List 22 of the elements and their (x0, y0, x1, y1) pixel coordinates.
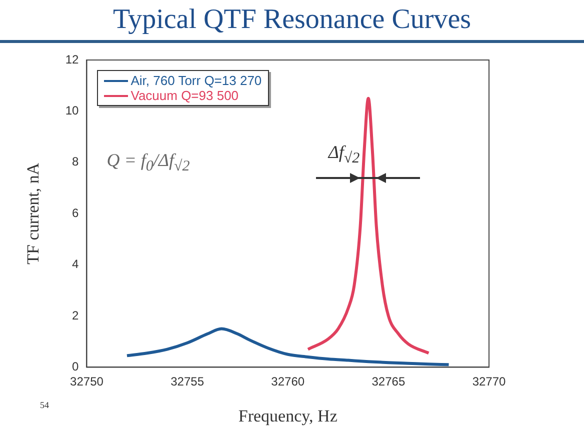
y-axis-title: TF current, nA (24, 162, 43, 264)
y-tick-label: 0 (72, 360, 80, 374)
x-tick-label: 32765 (372, 374, 406, 389)
y-tick-label: 2 (72, 308, 80, 322)
y-tick-label: 10 (65, 104, 80, 118)
x-tick-label: 32760 (271, 374, 305, 389)
y-tick-label: 4 (72, 257, 80, 272)
legend-label: Air, 760 Torr Q=13 270 (130, 73, 262, 88)
y-tick-label: 6 (72, 206, 80, 220)
annotation: Δf$_{√2}$ (328, 142, 360, 168)
x-tick-label: 32770 (472, 374, 506, 389)
line-series (125, 327, 450, 366)
x-tick-label: 32755 (170, 374, 204, 389)
annotation: Q = f$_{0}$/Δf$_{√2}$ (106, 150, 190, 176)
y-tick-label: 12 (65, 52, 80, 66)
line-series (306, 96, 430, 355)
text: 54 (40, 400, 49, 410)
legend-label: Vacuum Q=93 500 (130, 88, 239, 103)
x-tick-label: 32750 (70, 374, 104, 389)
x-axis-title: Frequency, Hz (238, 406, 338, 426)
chart-title: Typical QTF Resonance Curves (0, 0, 584, 43)
y-tick-label: 8 (72, 154, 80, 169)
